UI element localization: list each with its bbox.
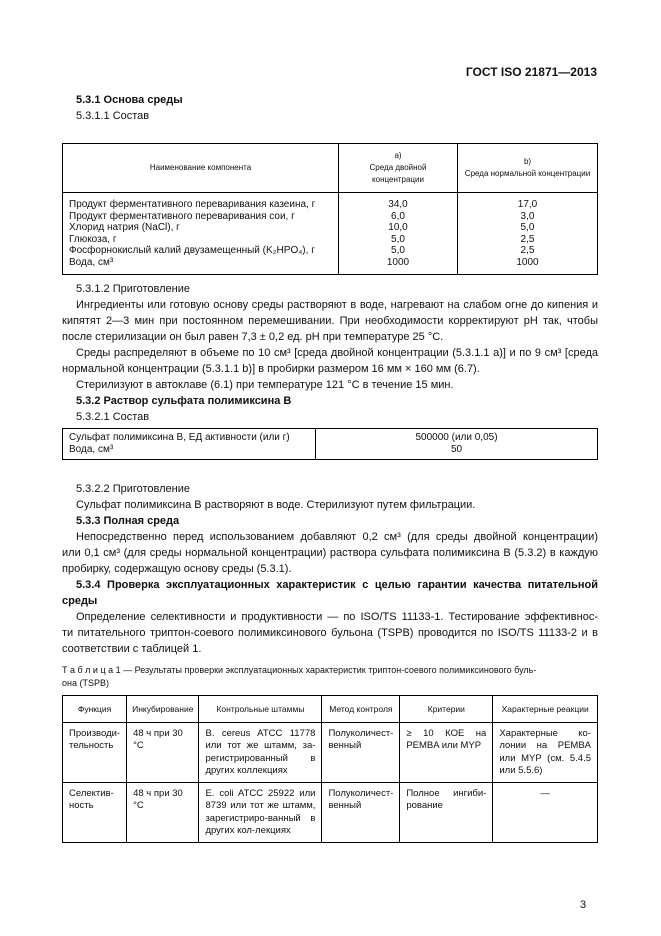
cell: 2,5 xyxy=(520,245,535,256)
column-header: b) Среда нормальной концентрации xyxy=(457,143,598,193)
page-number: 3 xyxy=(580,899,587,911)
paragraph-line: Среды распределяют в объеме по 10 см³ [с… xyxy=(76,347,598,359)
cell: 3,0 xyxy=(520,210,535,222)
composition-table: Наименование компонента a) Среда двойной … xyxy=(62,143,598,275)
cell-text: Сульфат полимиксина В, ЕД активности (ил… xyxy=(69,432,290,443)
paragraph-line: нормальной концентрации (5.3.1.1 b)] в п… xyxy=(62,363,480,375)
column-header: Критерии xyxy=(399,695,494,723)
double-concentration-values: 34,0 6,0 10,0 5,0 5,0 1000 xyxy=(338,192,458,275)
paragraph-line: кипятят 2—3 мин при постоянном перемешив… xyxy=(62,315,598,327)
paragraph-line: ти питательного триптон-соевого полимикс… xyxy=(62,627,598,639)
cell: 6,0 xyxy=(391,210,405,222)
cell: Характерные ко-лонии на PEMBA или MYP (с… xyxy=(492,721,598,784)
table-row: Сульфат полимиксина В, ЕД активности (ил… xyxy=(62,428,598,460)
section-5-3-1-2: 5.3.1.2 Приготовление xyxy=(76,283,191,295)
cell-text: 500000 (или 0,05) xyxy=(415,432,498,443)
cell: Полное ингиби-рование xyxy=(399,782,494,844)
cell: 2,5 xyxy=(520,233,535,245)
component-names: Продукт ферментативного переваривания ка… xyxy=(62,192,339,275)
cell: Производи-тельность xyxy=(61,721,128,784)
paragraph-line: Стерилизуют в автоклаве (6.1) при темпер… xyxy=(76,379,454,391)
cell: — xyxy=(492,782,598,844)
cell: 500000 (или 0,05) 50 xyxy=(315,428,598,460)
cell: Хлорид натрия (NaCl), г xyxy=(69,222,180,233)
section-5-3-1: 5.3.1 Основа среды xyxy=(76,94,183,106)
section-5-3-2-1: 5.3.2.1 Состав xyxy=(76,411,150,423)
cell: Селектив-ность xyxy=(61,782,128,844)
cell: E. coli ATCC 25922 или 8739 или тот же ш… xyxy=(198,782,323,844)
cell: B. cereus ATCC 11778 или тот же штамм, з… xyxy=(198,721,323,784)
column-header: Наименование компонента xyxy=(62,143,339,193)
cell: Глюкоза, г xyxy=(69,233,117,245)
cell: Полуколичест-венный xyxy=(321,721,401,784)
paragraph-line: Определение селективности и продуктивнос… xyxy=(76,611,598,623)
section-5-3-4-cont: среды xyxy=(62,595,98,607)
cell: 48 ч при 30 °С xyxy=(126,721,200,784)
paragraph-line: Ингредиенты или готовую основу среды рас… xyxy=(76,299,598,311)
normal-concentration-values: 17,0 3,0 5,0 2,5 2,5 1000 xyxy=(457,192,598,275)
table-caption-cont: она (TSPB) xyxy=(62,678,109,688)
column-header: Контрольные штаммы xyxy=(198,695,323,723)
cell: 10,0 xyxy=(388,222,408,233)
cell: Продукт ферментативного переваривания со… xyxy=(69,210,295,222)
column-header: Характерные реакции xyxy=(492,695,598,723)
table-row: Продукт ферментативного переваривания ка… xyxy=(62,192,598,275)
cell: 34,0 xyxy=(388,199,408,210)
document-header: ГОСТ ISO 21871—2013 xyxy=(465,65,597,79)
table-header-row: Наименование компонента a) Среда двойной … xyxy=(62,143,598,193)
table-header-row: Функция Инкубирование Контрольные штаммы… xyxy=(61,695,598,723)
column-header: Инкубирование xyxy=(126,695,200,723)
table-caption: Т а б л и ц а 1 — Результаты проверки эк… xyxy=(62,665,537,675)
column-header: Функция xyxy=(61,695,128,723)
cell: 17,0 xyxy=(517,199,538,210)
paragraph-line: или 0,1 см³ (для среды нормальной концен… xyxy=(62,547,598,559)
paragraph-line: пробирку, содержащую основу среды (5.3.1… xyxy=(62,563,292,575)
cell: 5,0 xyxy=(520,222,535,233)
section-5-3-2-2: 5.3.2.2 Приготовление xyxy=(76,483,191,495)
cell: Продукт ферментативного переваривания ка… xyxy=(69,199,316,210)
paragraph-line: Непосредственно перед использованием доб… xyxy=(76,531,598,543)
cell: Фосфорнокислый калий двузамещенный (K₂HP… xyxy=(69,245,315,256)
paragraph-line: соответствии с таблицей 1. xyxy=(62,643,202,655)
cell: Вода, см³ xyxy=(69,256,114,268)
section-5-3-2: 5.3.2 Раствор сульфата полимиксина В xyxy=(76,395,292,407)
column-header: Метод контроля xyxy=(321,695,401,723)
header-label: b) xyxy=(523,157,532,166)
cell: 1000 xyxy=(516,256,539,268)
paragraph-line: после стерилизации он был равен 7,3 ± 0,… xyxy=(62,331,444,343)
column-header: a) Среда двойной концентрации xyxy=(338,143,458,193)
section-5-3-4: 5.3.4 Проверка эксплуатационных характер… xyxy=(76,579,598,591)
cell: Сульфат полимиксина В, ЕД активности (ил… xyxy=(62,428,316,460)
performance-table: Функция Инкубирование Контрольные штаммы… xyxy=(61,695,598,844)
cell-text: 50 xyxy=(450,444,463,455)
paragraph-line: Сульфат полимиксина В растворяют в воде.… xyxy=(76,499,476,511)
section-5-3-1-1: 5.3.1.1 Состав xyxy=(76,110,150,122)
section-5-3-3: 5.3.3 Полная среда xyxy=(76,515,180,527)
cell: 5,0 xyxy=(391,233,405,245)
cell-text: Вода, см³ xyxy=(69,444,114,455)
table-row: Производи-тельность 48 ч при 30 °С B. ce… xyxy=(61,721,598,784)
cell: 48 ч при 30 °С xyxy=(126,782,200,844)
cell: Полуколичест-венный xyxy=(321,782,401,844)
header-label: Среда двойной концентрации xyxy=(369,163,427,184)
cell: 5,0 xyxy=(391,245,405,256)
header-label: Среда нормальной концентрации xyxy=(464,169,591,178)
polymyxin-table: Сульфат полимиксина В, ЕД активности (ил… xyxy=(62,428,598,460)
header-label: a) xyxy=(394,151,402,160)
cell: 1000 xyxy=(386,256,410,268)
table-row: Селектив-ность 48 ч при 30 °С E. coli AT… xyxy=(61,782,598,844)
cell: ≥ 10 КОЕ на PEMBA или MYP xyxy=(399,721,494,784)
